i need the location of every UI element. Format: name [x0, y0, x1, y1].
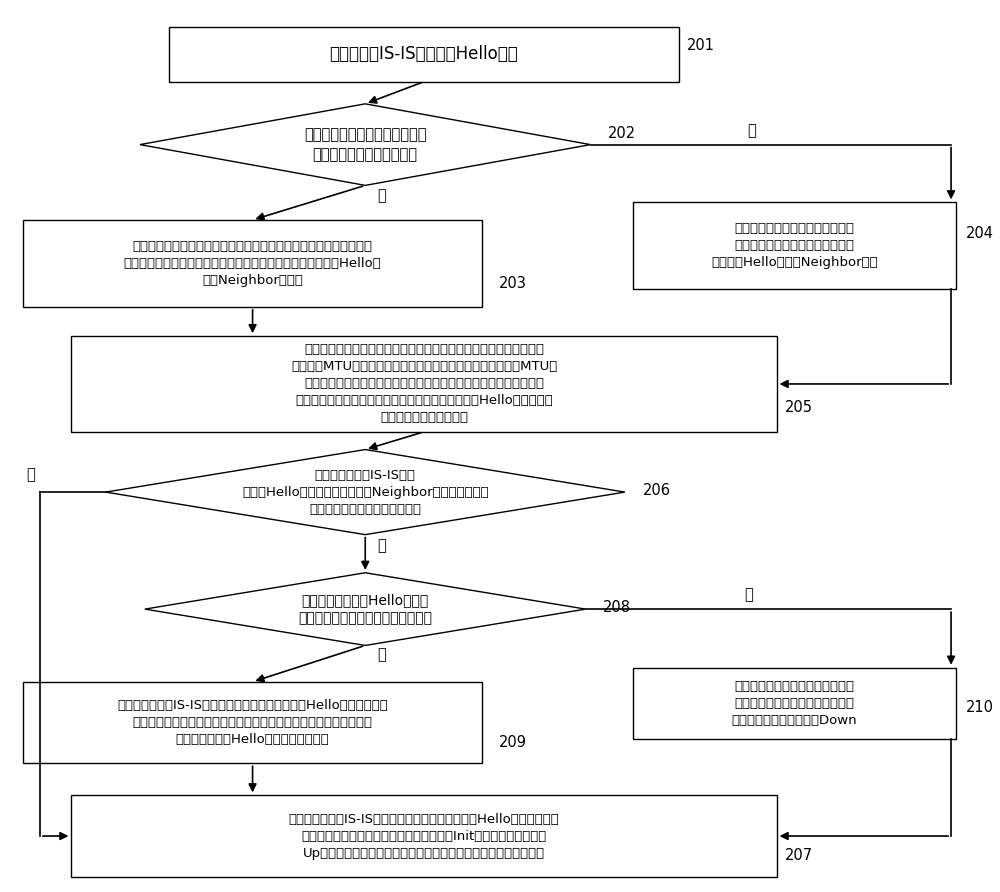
- Text: 否: 否: [377, 538, 386, 553]
- Text: 209: 209: [498, 736, 526, 750]
- Text: 该对端设备在该数据库中查找到该
报文的发送设备对应的邻居信息，
将该邻居信息的状态置为Down: 该对端设备在该数据库中查找到该 报文的发送设备对应的邻居信息， 将该邻居信息的状…: [731, 680, 857, 727]
- Text: 当封装的邻居信息到达该邻居数据库的尾部时，或者封装的邻居信息
达到接口MTU时，停止封装；且，当封装的邻居信息达到接口MTU时
封装的邻居信息仍未达到邻居数据库: 当封装的邻居信息到达该邻居数据库的尾部时，或者封装的邻居信息 达到接口MTU时，…: [291, 343, 557, 425]
- Text: 206: 206: [642, 483, 670, 498]
- Text: 设备要从一IS-IS接口发出Hello报文: 设备要从一IS-IS接口发出Hello报文: [330, 45, 518, 63]
- Bar: [23, 681, 482, 764]
- Text: 203: 203: [498, 277, 526, 292]
- Polygon shape: [106, 450, 625, 534]
- Text: 205: 205: [785, 401, 813, 416]
- Text: 202: 202: [608, 127, 636, 142]
- Text: 是: 是: [26, 467, 35, 482]
- Text: 该对端设备查询该Hello报文中
是否设置了邻居信息未封装完毕标记: 该对端设备查询该Hello报文中 是否设置了邻居信息未封装完毕标记: [298, 593, 432, 625]
- Bar: [71, 796, 777, 877]
- Text: 是: 是: [377, 647, 386, 662]
- Bar: [23, 220, 482, 307]
- Bar: [633, 667, 956, 739]
- Text: 设备从该接口的邻居数据库中查找到该中止标记对应的邻居信息，从
该邻居信息的下一个邻居信息开始，依次将各邻居信息封装到Hello报
文的Neighbor字段中: 设备从该接口的邻居数据库中查找到该中止标记对应的邻居信息，从 该邻居信息的下一个…: [124, 240, 381, 287]
- Polygon shape: [140, 103, 591, 186]
- Text: 207: 207: [785, 848, 813, 863]
- Text: 204: 204: [966, 226, 994, 241]
- Bar: [169, 27, 679, 82]
- Text: 当对端设备从一IS-IS接口
接收到Hello报文时，在该报文的Neighbor字段中查找本设
备的标识信息，判断是否查找到: 当对端设备从一IS-IS接口 接收到Hello报文时，在该报文的Neighbor…: [242, 468, 489, 516]
- Text: 该对端设备在该IS-IS接口的邻居数据库中查找到该Hello报文的发送设
备对应的邻居信息，若该邻居信息的状态为Init，则将该状态更新为
Up，且若该邻居信息: 该对端设备在该IS-IS接口的邻居数据库中查找到该Hello报文的发送设 备对应…: [289, 813, 559, 860]
- Text: 设备先查询自身是否设置了针对
该接口的邻居封装中止标记: 设备先查询自身是否设置了针对 该接口的邻居封装中止标记: [304, 128, 426, 162]
- Text: 否: 否: [744, 588, 753, 602]
- Text: 208: 208: [603, 599, 631, 615]
- Text: 该对端设备在该IS-IS接口的邻居数据库中查找到该Hello报文的发送设
备对应的邻居信息，在该邻居信息上打上待确定标记，继续等待该发
送设备的下一个Hello: 该对端设备在该IS-IS接口的邻居数据库中查找到该Hello报文的发送设 备对应…: [117, 699, 388, 746]
- Bar: [633, 202, 956, 289]
- Text: 是: 是: [377, 188, 386, 203]
- Text: 201: 201: [687, 37, 715, 53]
- Text: 设备从接口的邻居数据库中的第一
个邻居信息开始，依次将各邻居信
息封装到Hello报文的Neighbor字段: 设备从接口的邻居数据库中的第一 个邻居信息开始，依次将各邻居信 息封装到Hell…: [711, 222, 878, 269]
- Text: 210: 210: [966, 700, 994, 715]
- Text: 否: 否: [747, 123, 756, 138]
- Polygon shape: [145, 573, 586, 646]
- Bar: [71, 336, 777, 432]
